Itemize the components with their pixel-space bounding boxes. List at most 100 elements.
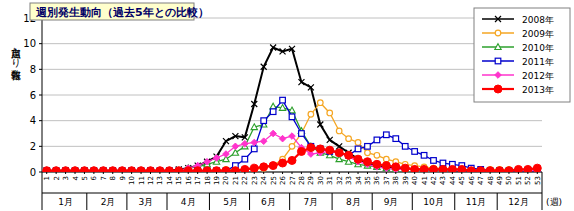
x-tick bbox=[93, 172, 94, 174]
data-point bbox=[458, 165, 466, 172]
data-group bbox=[43, 45, 542, 172]
data-point bbox=[506, 168, 512, 172]
x-tick bbox=[386, 172, 387, 174]
title: 週別発生動向（過去5年との比較） bbox=[35, 6, 209, 19]
x-tick bbox=[414, 172, 415, 174]
x-tick bbox=[452, 172, 453, 174]
data-point bbox=[289, 114, 295, 120]
month-divider bbox=[332, 193, 333, 210]
legend-marker bbox=[495, 16, 501, 22]
x-tick-label: 3 bbox=[62, 176, 70, 180]
x-tick-label: 50 bbox=[505, 176, 513, 185]
plot-area bbox=[42, 18, 542, 172]
data-point bbox=[71, 167, 79, 172]
x-tick bbox=[367, 172, 368, 174]
data-point bbox=[110, 168, 116, 172]
data-point bbox=[175, 167, 183, 172]
x-tick-label: 28 bbox=[298, 176, 306, 185]
x-tick-label: 17 bbox=[194, 176, 202, 185]
data-point bbox=[242, 134, 248, 140]
data-point bbox=[289, 144, 295, 150]
data-point bbox=[430, 166, 437, 172]
x-tick-label: 14 bbox=[166, 175, 174, 184]
data-point bbox=[166, 167, 173, 172]
data-point bbox=[72, 168, 78, 172]
data-point bbox=[53, 168, 59, 172]
data-point bbox=[194, 167, 202, 172]
data-point bbox=[487, 168, 493, 172]
data-point bbox=[270, 45, 276, 51]
x-tick-label: 24 bbox=[260, 175, 268, 184]
x-tick-label: 44 bbox=[449, 175, 457, 184]
data-point bbox=[354, 155, 362, 163]
data-point bbox=[327, 110, 333, 116]
x-tick-label: 38 bbox=[392, 176, 400, 185]
data-point bbox=[297, 147, 305, 155]
data-point bbox=[326, 146, 334, 154]
legend-label: 2013年 bbox=[522, 85, 554, 95]
x-tick bbox=[46, 172, 47, 174]
data-point bbox=[156, 167, 164, 172]
data-point bbox=[430, 165, 438, 172]
x-tick bbox=[244, 172, 245, 174]
data-point bbox=[203, 167, 211, 172]
x-tick bbox=[527, 172, 528, 174]
x-tick-label: 21 bbox=[232, 176, 240, 185]
month-divider bbox=[542, 172, 543, 210]
data-point bbox=[232, 143, 239, 150]
data-point bbox=[374, 137, 380, 143]
x-tick-label: 25 bbox=[270, 176, 278, 185]
data-point bbox=[506, 167, 513, 172]
x-tick bbox=[471, 172, 472, 174]
x-tick bbox=[442, 172, 443, 174]
x-tick-label: 20 bbox=[222, 176, 230, 185]
y-tick-label: 8 bbox=[30, 64, 36, 75]
data-point bbox=[270, 130, 277, 137]
month-divider bbox=[209, 193, 210, 210]
data-point bbox=[213, 155, 220, 162]
data-point bbox=[128, 167, 135, 172]
data-point bbox=[43, 167, 50, 172]
x-tick-label: 13 bbox=[156, 176, 164, 185]
data-point bbox=[222, 167, 230, 172]
data-point bbox=[505, 167, 513, 172]
x-tick bbox=[65, 172, 66, 174]
month-label: 12月 bbox=[508, 197, 528, 207]
x-tick-label: 35 bbox=[364, 176, 372, 185]
data-point bbox=[317, 122, 323, 128]
x-tick bbox=[178, 172, 179, 174]
x-tick-label: 4 bbox=[72, 175, 80, 180]
x-axis-label: (週) bbox=[546, 197, 562, 207]
data-point bbox=[137, 167, 145, 172]
data-point bbox=[421, 166, 427, 172]
legend-marker bbox=[495, 58, 501, 64]
data-point bbox=[147, 168, 153, 172]
data-point bbox=[478, 168, 484, 172]
legend-marker bbox=[495, 44, 501, 50]
data-point bbox=[421, 153, 427, 159]
data-point bbox=[280, 48, 286, 54]
y-tick-label: 0 bbox=[30, 167, 36, 178]
x-tick-label: 6 bbox=[90, 175, 98, 180]
data-point bbox=[270, 109, 276, 115]
x-tick-label: 40 bbox=[411, 176, 419, 185]
data-point bbox=[467, 167, 475, 172]
x-tick-label: 7 bbox=[100, 176, 108, 180]
x-tick-label: 29 bbox=[307, 176, 315, 185]
x-tick bbox=[292, 172, 293, 174]
x-tick-label: 12 bbox=[147, 176, 155, 185]
data-point bbox=[308, 111, 314, 117]
series-line bbox=[47, 103, 538, 171]
data-point bbox=[431, 158, 437, 164]
data-point bbox=[288, 156, 296, 164]
month-divider bbox=[372, 193, 373, 210]
y-axis-label: 定点当たり報告数 bbox=[11, 40, 22, 81]
y-tick-label: 2 bbox=[30, 141, 36, 152]
data-point bbox=[487, 167, 494, 172]
data-point bbox=[109, 167, 116, 172]
data-point bbox=[382, 162, 390, 170]
y-tick-label: 6 bbox=[30, 90, 36, 101]
data-point bbox=[118, 167, 126, 172]
month-divider bbox=[497, 193, 498, 210]
month-label: 9月 bbox=[384, 197, 399, 207]
